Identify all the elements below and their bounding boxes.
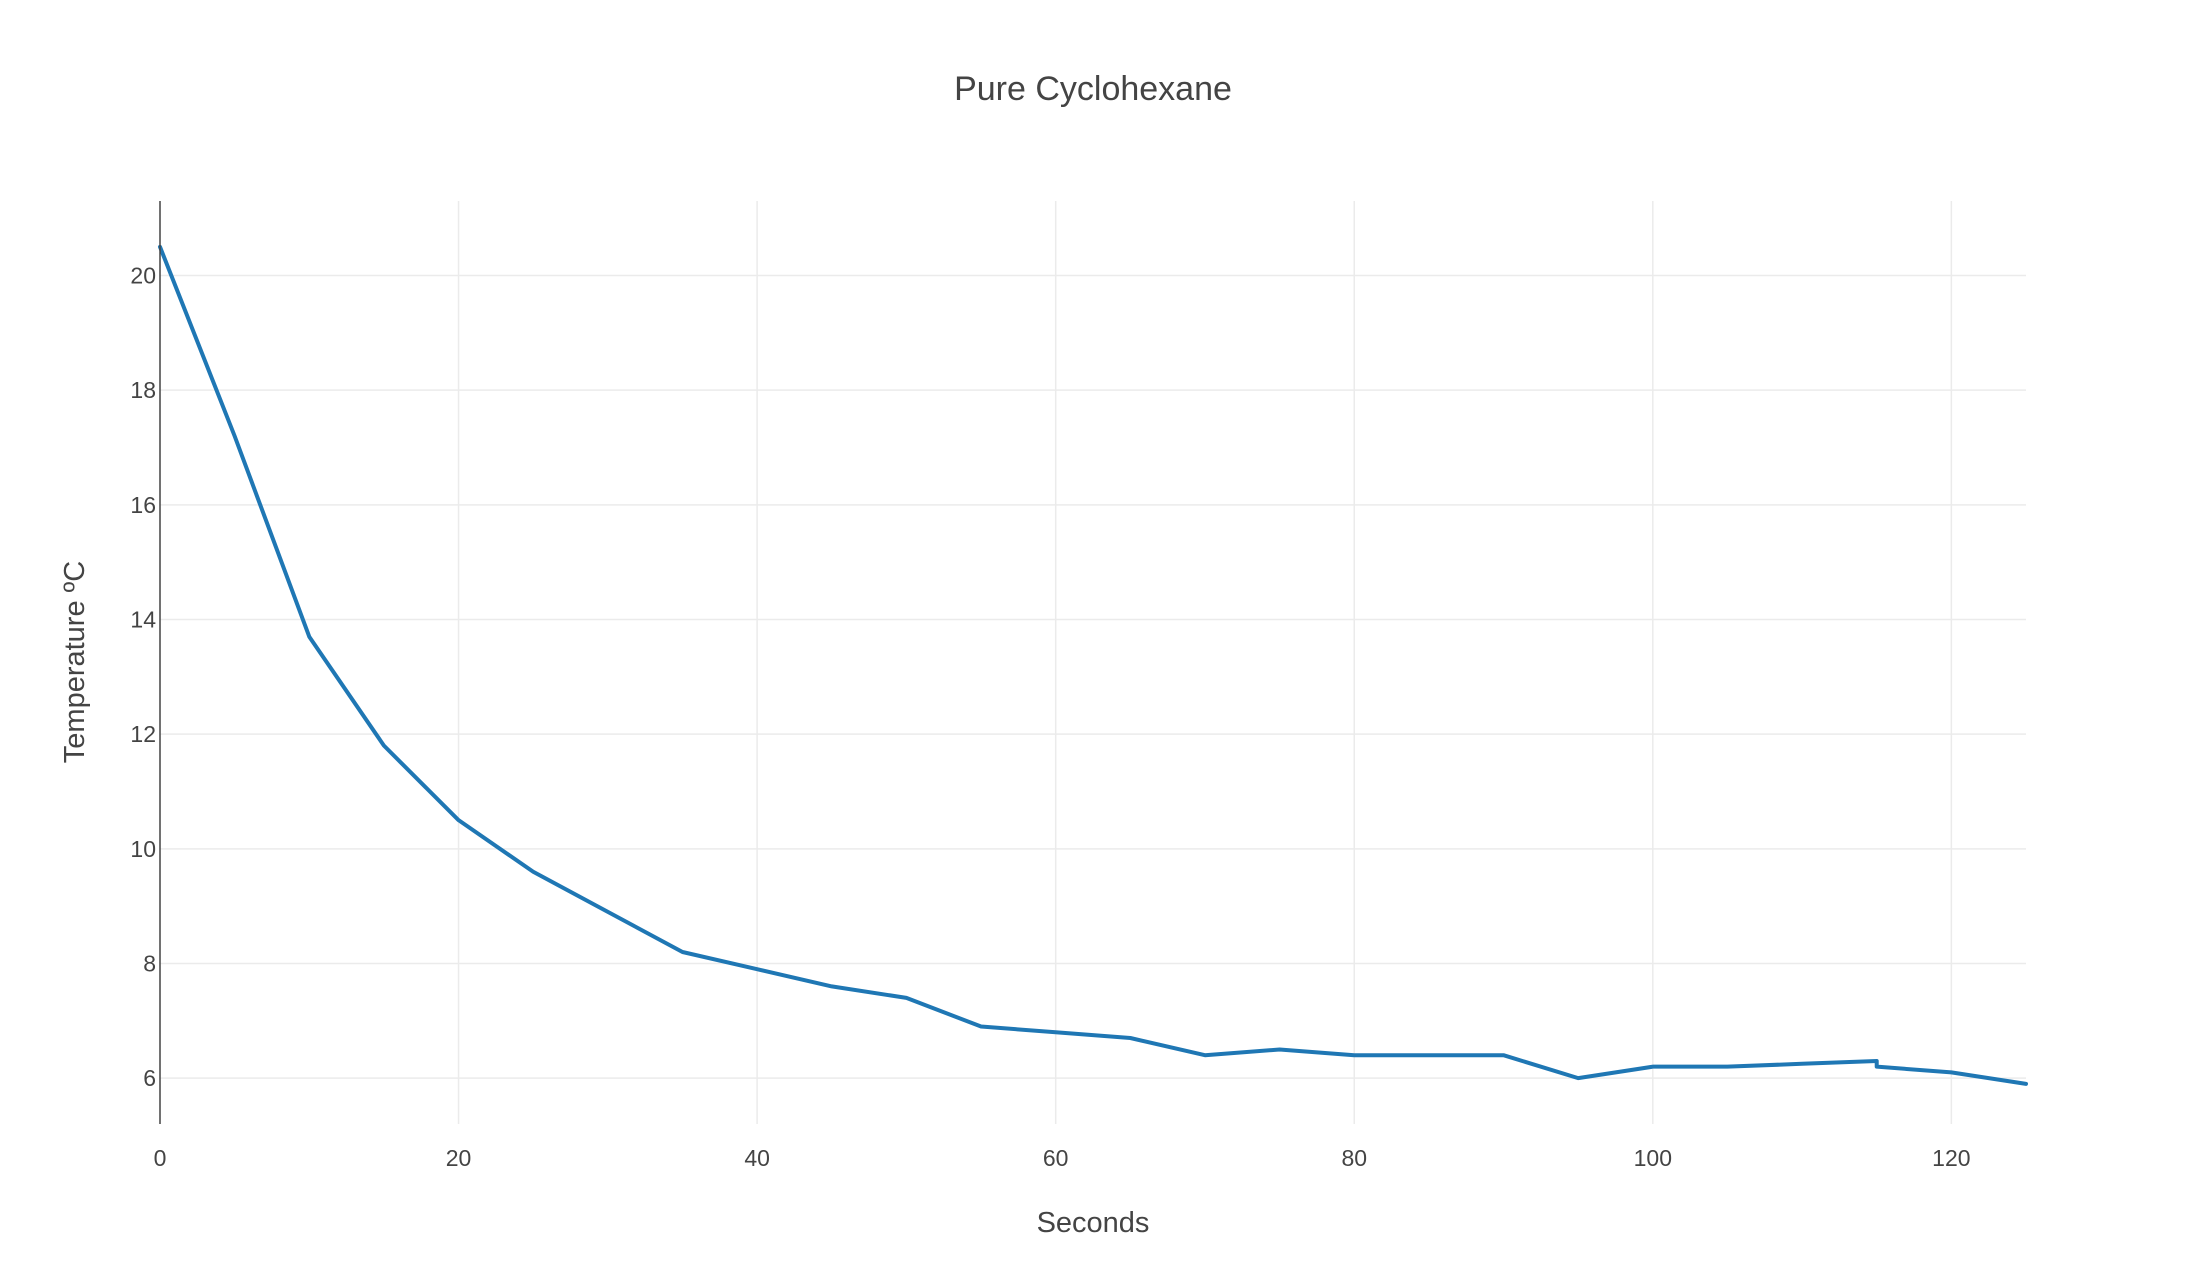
x-tick-label: 20 [446,1145,472,1171]
series-layer [158,244,2028,1086]
y-tick-label: 6 [143,1065,156,1091]
x-tick-label: 100 [1634,1145,1672,1171]
grid-lines [160,201,2026,1124]
x-tick-label: 40 [744,1145,770,1171]
y-tick-label: 10 [130,836,156,862]
x-axis-title: Seconds [1037,1207,1150,1239]
x-tick-label: 0 [154,1145,167,1171]
y-tick-label: 16 [130,492,156,518]
y-tick-label: 14 [130,607,156,633]
x-tick-label: 60 [1043,1145,1069,1171]
x-tick-label: 120 [1932,1145,1970,1171]
x-tick-label: 80 [1341,1145,1367,1171]
y-tick-label: 18 [130,377,156,403]
y-tick-label: 12 [130,721,156,747]
series-line-1 [158,244,2028,1086]
y-axis-title: Temperature ºC [59,561,91,763]
tick-labels: 0 20 40 60 80 100 120 6 8 10 12 14 16 18 20 [130,263,1970,1171]
y-tick-label: 8 [143,950,156,976]
y-tick-label: 20 [130,263,156,289]
chart-title: Pure Cyclohexane [954,70,1232,108]
